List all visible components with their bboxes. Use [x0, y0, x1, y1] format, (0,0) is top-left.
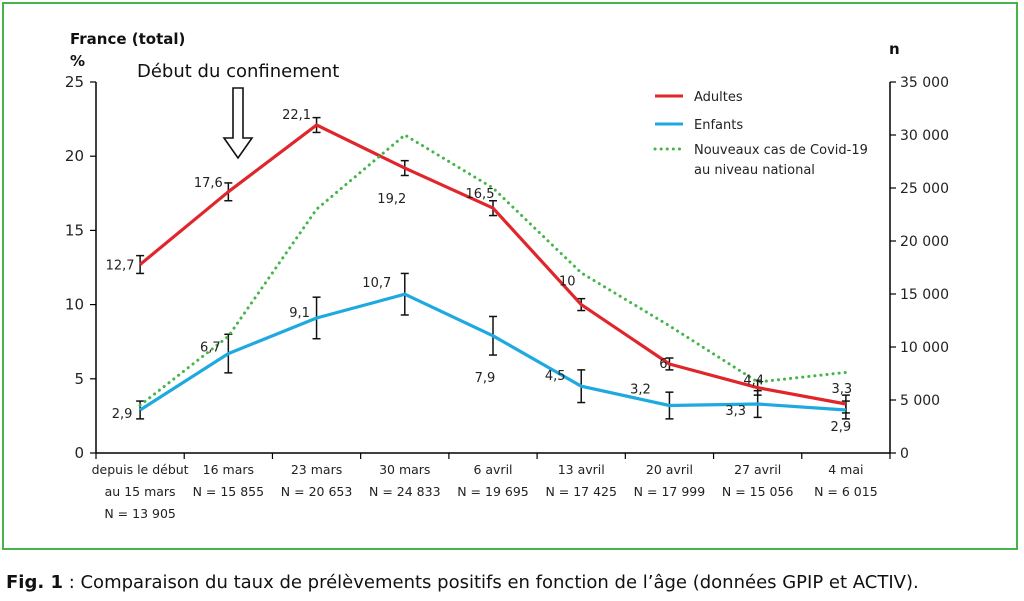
data-label: 2,9 [831, 420, 852, 435]
data-label: 12,7 [106, 259, 135, 274]
data-label: 3,2 [630, 383, 651, 398]
data-label: 10,7 [362, 276, 391, 291]
x-tick-label: N = 15 855 [193, 484, 265, 499]
x-tick-label: N = 6 015 [814, 484, 878, 499]
x-tick-label: N = 19 695 [457, 484, 529, 499]
chart-title: France (total) [70, 30, 185, 48]
caption-label: Fig. 1 [6, 572, 63, 593]
x-tick-label: 13 avril [558, 462, 605, 477]
chart-axes: 0 5 10 15 20 25 0 5 000 10 000 15 000 20 000 25 000… [65, 30, 949, 521]
left-tick-label: 15 [65, 221, 84, 239]
data-label: 7,9 [475, 371, 496, 386]
data-label: 9,1 [289, 306, 310, 321]
figure-caption: Fig. 1 : Comparaison du taux de prélèvem… [6, 572, 919, 593]
x-tick-label: N = 15 056 [722, 484, 794, 499]
data-label: 2,9 [112, 407, 133, 422]
data-labels: 12,7 17,6 22,1 19,2 16,5 10 6 4,4 3,3 2,9 6,7 9,1 10… [106, 108, 853, 435]
down-arrow-icon [222, 87, 254, 160]
x-tick-label: 27 avril [734, 462, 781, 477]
data-label: 6,7 [200, 341, 221, 356]
data-label: 4,5 [545, 369, 566, 384]
right-tick-label: 5 000 [900, 393, 940, 409]
x-tick-label: 6 avril [473, 462, 512, 477]
left-tick-label: 10 [65, 296, 84, 314]
data-label: 22,1 [282, 108, 311, 123]
caption-text: : Comparaison du taux de prélèvements po… [62, 572, 919, 593]
right-tick-label: 20 000 [900, 234, 949, 250]
data-label: 4,4 [743, 374, 764, 389]
legend-label-2: Nouveaux cas de Covid-19 [694, 143, 868, 158]
x-tick-label: 20 avril [646, 462, 693, 477]
x-tick-label: N = 17 999 [634, 484, 706, 499]
data-label: 17,6 [194, 176, 223, 191]
right-tick-label: 10 000 [900, 340, 949, 356]
x-tick-label: au 15 mars [105, 484, 176, 499]
left-tick-label: 25 [65, 73, 84, 91]
chart-legend: Adultes Enfants Nouveaux cas de Covid-19 au… [653, 90, 868, 178]
x-tick-label: depuis le début [92, 462, 189, 477]
series-line-2 [138, 133, 848, 407]
left-tick-label: 0 [74, 444, 84, 462]
x-tick-label: 16 mars [203, 462, 254, 477]
y-axis-label-right: n [889, 40, 900, 58]
legend-label-1: Enfants [694, 118, 743, 133]
right-tick-label: 15 000 [900, 287, 949, 303]
right-tick-label: 0 [900, 446, 909, 462]
x-tick-label: N = 17 425 [545, 484, 617, 499]
annotation: Début du confinement [137, 61, 339, 160]
x-tick-label: 23 mars [291, 462, 342, 477]
data-label: 3,3 [725, 404, 746, 419]
series-line-1 [139, 292, 847, 412]
x-tick-label: N = 20 653 [281, 484, 353, 499]
right-tick-label: 25 000 [900, 181, 949, 197]
data-label: 6 [659, 357, 667, 372]
left-tick-label: 5 [74, 370, 84, 388]
y-axis-label: % [70, 52, 85, 70]
figure-frame [2, 2, 1018, 550]
legend-label-0: Adultes [694, 90, 743, 105]
left-tick-label: 20 [65, 147, 84, 165]
series-line-0 [139, 123, 847, 406]
annotation-text: Début du confinement [137, 61, 339, 82]
right-tick-label: 30 000 [900, 128, 949, 144]
data-label: 16,5 [466, 187, 495, 202]
x-tick-label: 4 mai [828, 462, 863, 477]
x-tick-label: N = 24 833 [369, 484, 441, 499]
x-tick-label: N = 13 905 [104, 506, 176, 521]
legend-label-2: au niveau national [694, 163, 815, 178]
data-label: 3,3 [832, 382, 853, 397]
x-tick-label: 30 mars [379, 462, 430, 477]
right-tick-label: 35 000 [900, 75, 949, 91]
data-label: 19,2 [377, 192, 406, 207]
line-chart: 0 5 10 15 20 25 0 5 000 10 000 15 000 20 000 25 000… [65, 30, 949, 521]
data-label: 10 [559, 275, 576, 290]
series-lines [138, 123, 848, 412]
